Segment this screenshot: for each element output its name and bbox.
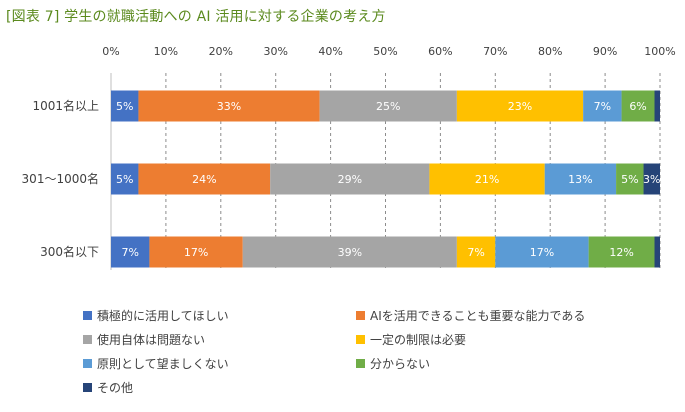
legend-label: その他 (97, 381, 133, 395)
category-label: 300名以下 (40, 244, 99, 259)
bar-segment (270, 163, 430, 195)
bar-segment (319, 90, 457, 122)
x-tick-label: 30% (263, 45, 287, 58)
x-tick-label: 0% (102, 45, 119, 58)
bar-segment (111, 163, 139, 195)
bar-segment (111, 90, 139, 122)
category-label: 301～1000名 (22, 171, 99, 186)
data-label: 3% (643, 173, 660, 186)
data-label: 21% (475, 173, 499, 186)
data-label: 7% (467, 246, 484, 259)
data-label: 5% (116, 173, 133, 186)
bar-segment (138, 90, 320, 122)
data-label: 6% (629, 100, 646, 113)
chart-title: [図表 7] 学生の就職活動への AI 活用に対する企業の考え方 (6, 9, 386, 25)
bar-segment (138, 163, 271, 195)
bar-segment (429, 163, 545, 195)
data-label: 23% (508, 100, 532, 113)
data-label: 25% (376, 100, 400, 113)
data-label: 12% (609, 246, 633, 259)
x-tick-label: 90% (593, 45, 617, 58)
bar-segment (111, 236, 150, 268)
x-tick-label: 40% (318, 45, 342, 58)
category-label: 1001名以上 (32, 98, 99, 113)
bar-segment (654, 236, 660, 268)
legend-label: 原則として望ましくない (97, 357, 229, 371)
x-tick-label: 60% (428, 45, 452, 58)
bar-segment (643, 163, 660, 195)
legend-swatch (83, 383, 92, 392)
bar-segment (621, 90, 655, 122)
legend-label: 積極的に活用してほしい (97, 308, 229, 323)
x-tick-label: 80% (538, 45, 562, 58)
data-label: 7% (594, 100, 611, 113)
bar-segment (149, 236, 243, 268)
bar-segment (495, 236, 589, 268)
x-tick-label: 70% (483, 45, 507, 58)
legend-swatch (83, 359, 92, 368)
data-label: 29% (338, 173, 362, 186)
data-label: 7% (121, 246, 138, 259)
x-tick-label: 50% (373, 45, 397, 58)
data-label: 5% (621, 173, 638, 186)
legend-swatch (83, 311, 92, 320)
legend-label: 使用自体は問題ない (97, 332, 205, 347)
legend-swatch (356, 311, 365, 320)
bar-segment (456, 236, 496, 268)
data-label: 17% (530, 246, 554, 259)
data-label: 33% (217, 100, 241, 113)
bar-segment (242, 236, 457, 268)
legend-swatch (356, 335, 365, 344)
x-tick-label: 10% (154, 45, 178, 58)
bar-segment (544, 163, 617, 195)
data-label: 5% (116, 100, 133, 113)
data-label: 24% (192, 173, 216, 186)
bar-segment (654, 90, 660, 122)
data-label: 17% (184, 246, 208, 259)
data-label: 13% (568, 173, 592, 186)
data-label: 39% (338, 246, 362, 259)
legend-label: 一定の制限は必要 (370, 332, 466, 347)
x-tick-label: 20% (209, 45, 233, 58)
bar-segment (583, 90, 622, 122)
bar-segment (456, 90, 584, 122)
x-tick-label: 100% (644, 45, 675, 58)
legend-label: 分からない (370, 357, 430, 371)
legend-swatch (83, 335, 92, 344)
bar-segment (588, 236, 655, 268)
legend-label: AIを活用できることも重要な能力である (370, 309, 585, 323)
legend-swatch (356, 359, 365, 368)
bar-segment (616, 163, 644, 195)
